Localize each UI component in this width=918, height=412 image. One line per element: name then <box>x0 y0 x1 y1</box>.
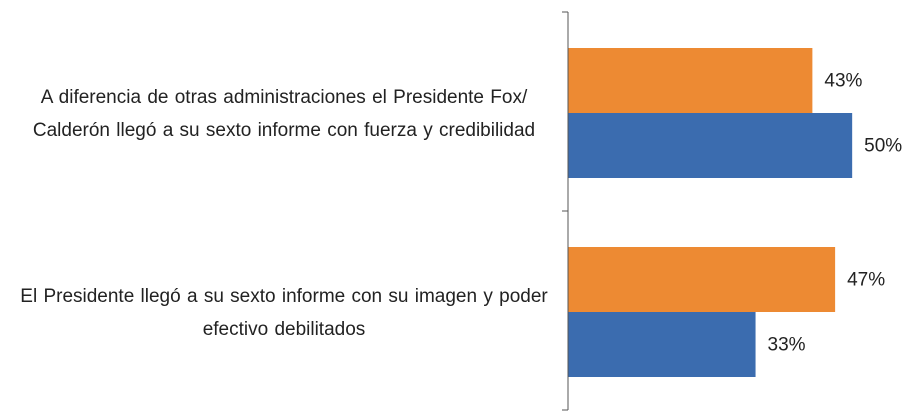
bar <box>568 312 756 377</box>
data-label: 50% <box>864 136 902 157</box>
data-label: 43% <box>824 71 862 92</box>
bar <box>568 113 853 178</box>
category-label: A diferencia de otras administraciones e… <box>32 86 536 141</box>
data-label: 33% <box>768 335 806 356</box>
category-label: El Presidente llegó a su sexto informe c… <box>20 285 548 340</box>
bar <box>568 247 836 312</box>
data-label: 47% <box>847 270 885 291</box>
bar <box>568 48 813 113</box>
